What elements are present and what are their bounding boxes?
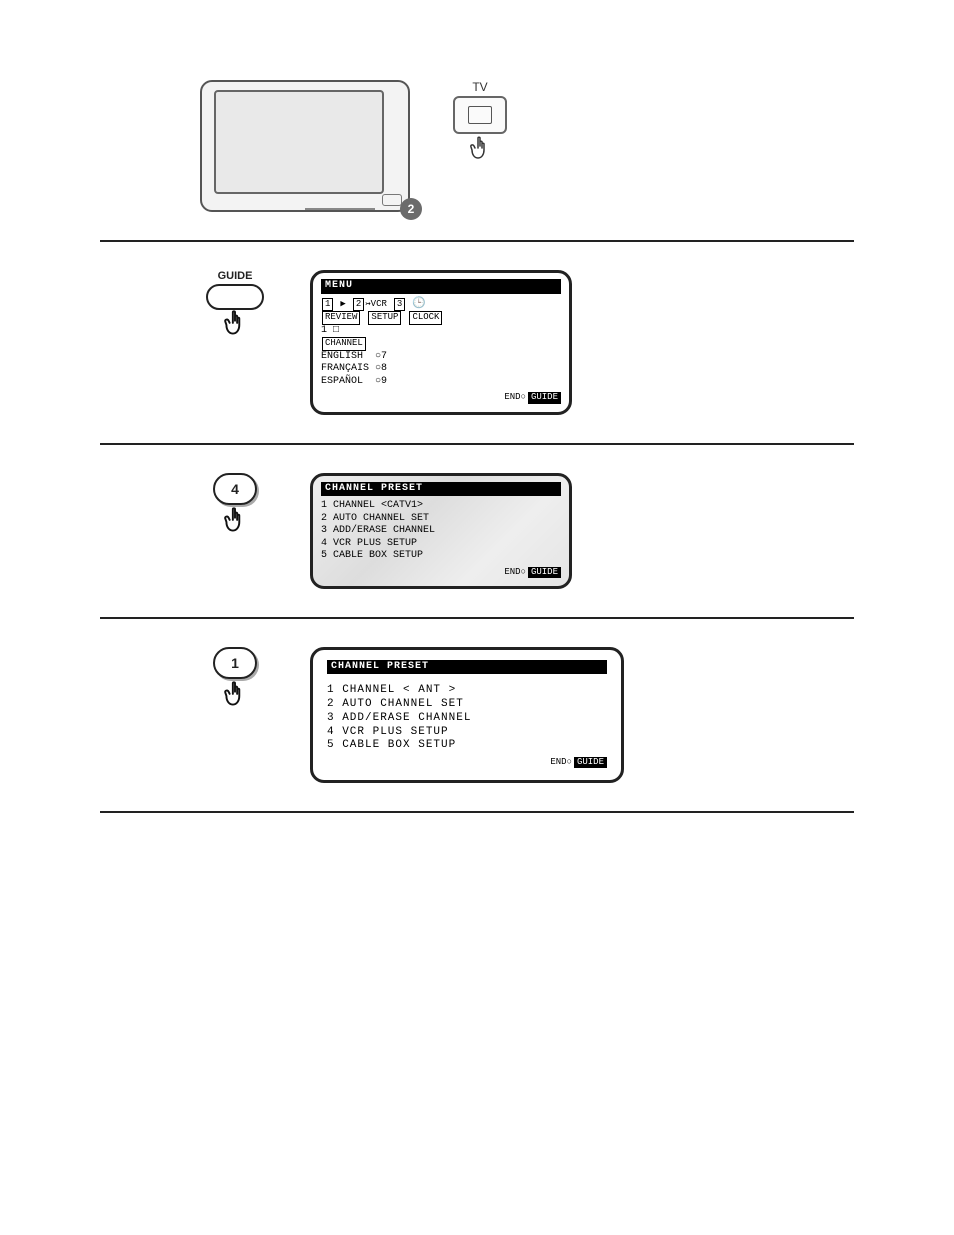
tv-illustration: 2 <box>200 80 410 212</box>
menu-row: 1 CHANNEL < ANT > <box>327 684 607 698</box>
step-2: GUIDE MENU 1 ▶ 2↣VCR 3 🕒 REVIEW SETUP CL… <box>100 270 854 415</box>
menu-row: ESPAÑOL ○9 <box>321 376 561 389</box>
guide-button-label: GUIDE <box>200 270 270 282</box>
end-label: END○ <box>504 567 526 577</box>
menu-row: 4 VCR PLUS SETUP <box>321 538 561 551</box>
menu-tab: REVIEW <box>322 311 360 324</box>
menu-tab: 3 <box>394 298 405 311</box>
end-label: END○ <box>504 392 526 402</box>
manual-page: 2 TV GUIDE MENU 1 ▶ 2↣VCR <box>0 0 954 901</box>
menu-row: 2 AUTO CHANNEL SET <box>321 513 561 526</box>
number-1-remote-button[interactable]: 1 <box>200 647 270 711</box>
press-hand-icon <box>218 507 252 537</box>
divider <box>100 443 854 445</box>
menu-tab: 1 <box>322 298 333 311</box>
menu-row: 3 ADD/ERASE CHANNEL <box>327 712 607 726</box>
tv-remote-button[interactable]: TV <box>450 80 510 164</box>
step-1: 2 TV <box>100 80 854 212</box>
divider <box>100 240 854 242</box>
menu-row: 1 CHANNEL <CATV1> <box>321 500 561 513</box>
menu-tab: SETUP <box>368 311 401 324</box>
menu-tab: CLOCK <box>409 311 442 324</box>
guide-box-icon: GUIDE <box>574 757 607 768</box>
menu-row: CHANNEL <box>322 337 366 350</box>
press-hand-icon <box>218 310 252 340</box>
end-label: END○ <box>550 757 572 767</box>
divider <box>100 617 854 619</box>
screen-title: MENU <box>321 279 561 294</box>
tv-button-label: TV <box>450 80 510 94</box>
screen-title: CHANNEL PRESET <box>321 482 561 497</box>
guide-box-icon: GUIDE <box>528 392 561 403</box>
channel-preset-screen-ant: CHANNEL PRESET 1 CHANNEL < ANT > 2 AUTO … <box>310 647 624 784</box>
number-4-remote-button[interactable]: 4 <box>200 473 270 537</box>
menu-row: FRANÇAIS ○8 <box>321 363 561 376</box>
menu-row: 4 VCR PLUS SETUP <box>327 726 607 740</box>
menu-row: 5 CABLE BOX SETUP <box>327 739 607 753</box>
step-number-badge: 2 <box>400 198 422 220</box>
guide-remote-button[interactable]: GUIDE <box>200 270 270 340</box>
press-hand-icon <box>465 136 495 164</box>
tv-icon <box>468 106 492 124</box>
menu-row: ENGLISH ○7 <box>321 351 561 364</box>
menu-row: 2 AUTO CHANNEL SET <box>327 698 607 712</box>
screen-title: CHANNEL PRESET <box>327 660 607 675</box>
menu-screen: MENU 1 ▶ 2↣VCR 3 🕒 REVIEW SETUP CLOCK 1 … <box>310 270 572 415</box>
divider <box>100 811 854 813</box>
menu-tab: 2 <box>353 298 364 311</box>
channel-preset-screen: CHANNEL PRESET 1 CHANNEL <CATV1> 2 AUTO … <box>310 473 572 589</box>
guide-box-icon: GUIDE <box>528 567 561 578</box>
press-hand-icon <box>218 681 252 711</box>
menu-row: 5 CABLE BOX SETUP <box>321 550 561 563</box>
button-number: 4 <box>231 481 239 497</box>
menu-row: 3 ADD/ERASE CHANNEL <box>321 525 561 538</box>
step-3: 4 CHANNEL PRESET 1 CHANNEL <CATV1> 2 AUT… <box>100 473 854 589</box>
step-4: 1 CHANNEL PRESET 1 CHANNEL < ANT > 2 AUT… <box>100 647 854 784</box>
menu-row: 1 □ <box>321 325 561 338</box>
button-number: 1 <box>231 655 239 671</box>
